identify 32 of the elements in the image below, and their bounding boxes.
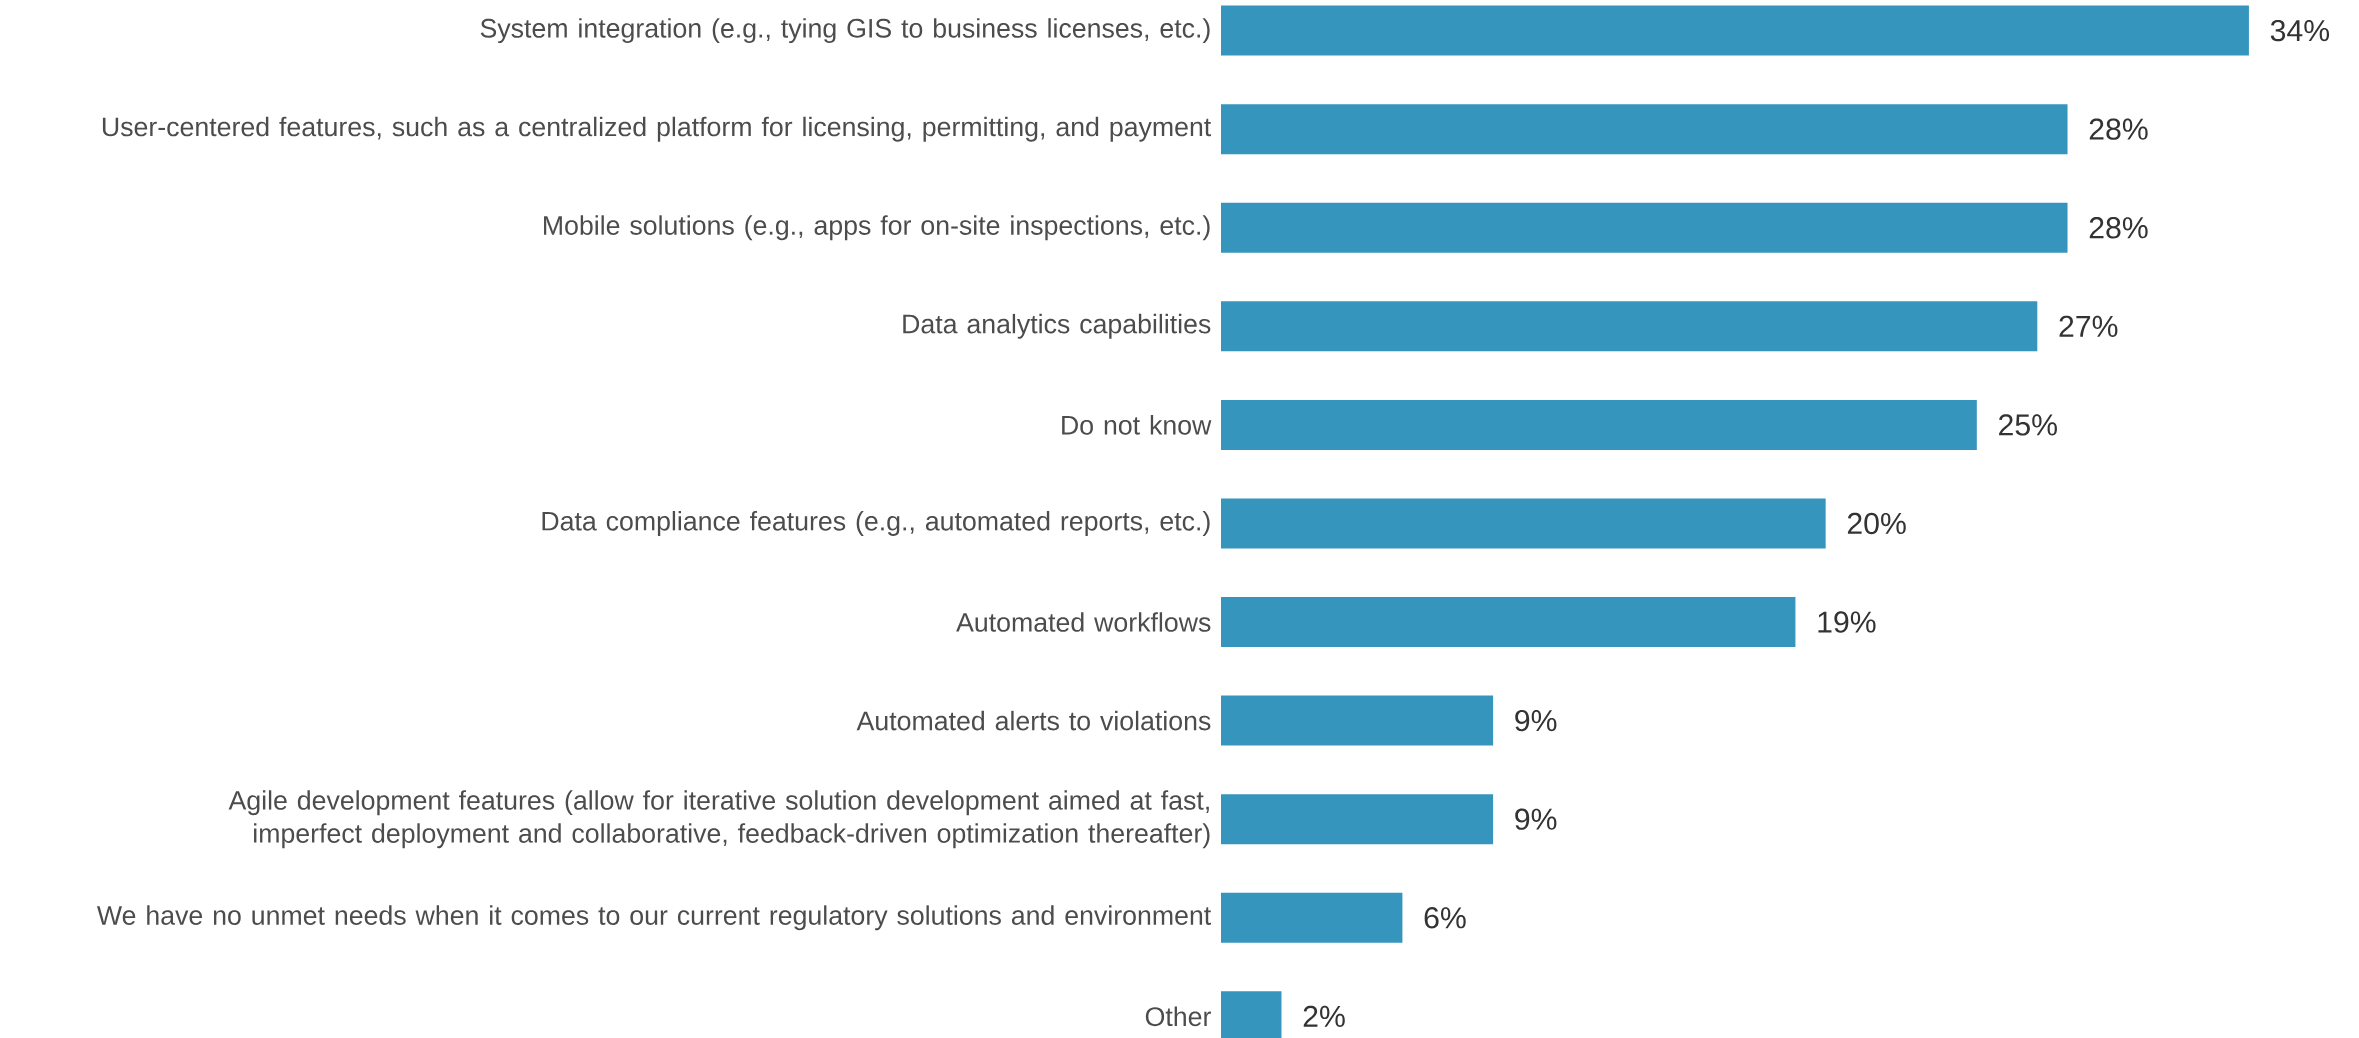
bar — [1221, 695, 1494, 746]
bar — [1221, 498, 1826, 549]
data-label: 20% — [1847, 512, 1906, 535]
y-tick-label: Agile development features (allow for iterative solution development aimed at fast, imperfect deployment and collaborative, feedback-driven optimization thereafter) — [228, 790, 1210, 849]
bar — [1221, 301, 2038, 352]
bar — [1221, 399, 1977, 450]
y-tick-label: Automated alerts to violations — [856, 710, 1211, 731]
data-label: 27% — [2059, 315, 2118, 337]
bar — [1221, 597, 1796, 648]
data-label: 9% — [1515, 808, 1557, 830]
data-label: 28% — [2089, 118, 2148, 140]
y-tick-label: Do not know — [1062, 415, 1212, 435]
bar — [1221, 104, 2068, 155]
y-tick-label: We have no unmet needs when it comes to our current regulatory solutions and environment — [96, 905, 1212, 931]
data-label: 28% — [2089, 217, 2148, 239]
y-tick-label: Data analytics capabilities — [903, 313, 1211, 339]
y-tick-label: Data compliance features (e.g., automated reports, etc.) — [542, 511, 1210, 536]
bar — [1221, 794, 1494, 845]
y-tick-label: User-centered features, such as a centralized platform for licensing, permitting, and payment — [102, 116, 1212, 142]
data-label: 2% — [1303, 1005, 1345, 1027]
bar — [1221, 202, 2068, 253]
y-tick-label: System integration (e.g., tying GIS to business licenses, etc.) — [480, 18, 1210, 44]
y-tick-label: Other — [1145, 1006, 1211, 1027]
y-tick-label: Automated workflows — [956, 612, 1211, 632]
bar — [1221, 892, 1403, 943]
data-label: 19% — [1818, 611, 1876, 633]
y-tick-label: Mobile solutions (e.g., apps for on-site inspections, etc.) — [544, 215, 1210, 241]
data-label: 9% — [1515, 709, 1557, 732]
data-label: 6% — [1424, 907, 1466, 929]
data-label: 25% — [1999, 414, 2057, 436]
bar — [1221, 5, 2249, 56]
data-label: 34% — [2270, 19, 2330, 42]
